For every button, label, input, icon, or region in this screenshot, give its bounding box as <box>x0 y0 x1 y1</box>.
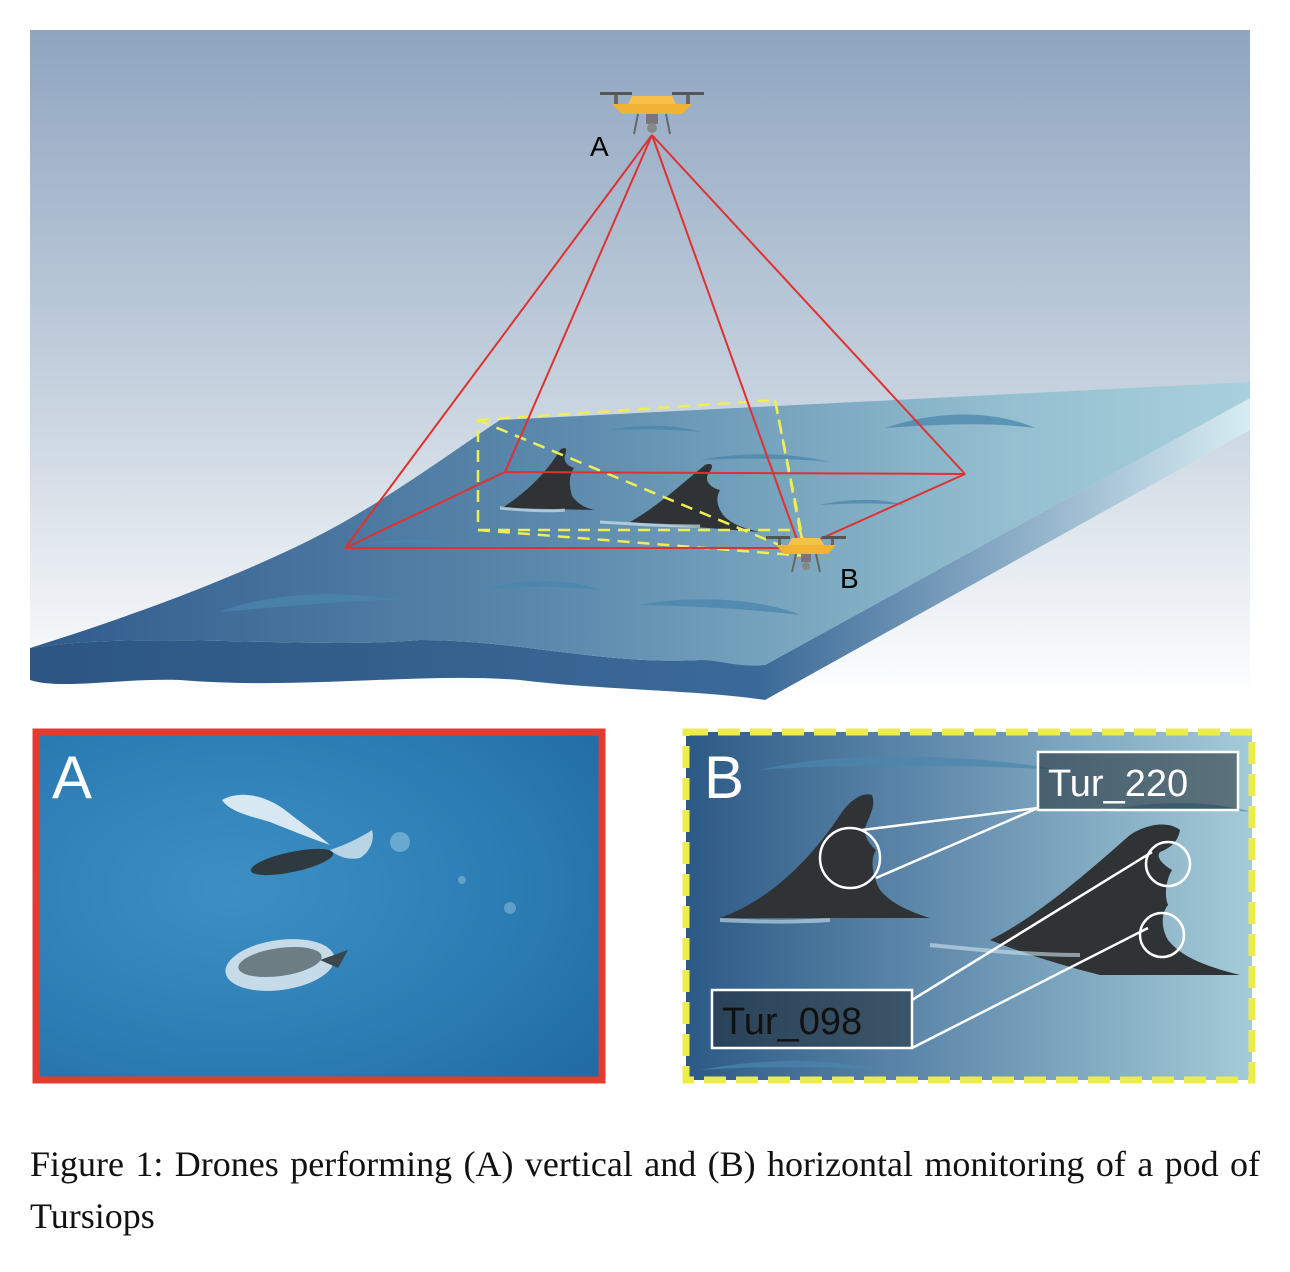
sea-slab-edge <box>30 398 1250 700</box>
panel-a: A <box>32 728 606 1084</box>
fin-tur-098 <box>990 824 1240 975</box>
notch-highlight-098-top <box>1144 840 1192 888</box>
drone-b-icon <box>766 536 846 573</box>
dorsal-fin-left <box>502 447 595 510</box>
fin-tur-220 <box>720 794 930 918</box>
drone-a-label: A <box>590 131 609 162</box>
panel-b-border <box>682 728 1256 1084</box>
tag-tur-220: Tur_220 <box>1048 763 1188 805</box>
figure-caption: Figure 1: Drones performing (A) vertical… <box>30 1144 1260 1236</box>
figure-illustration: A B A <box>30 30 1256 1084</box>
panel-b-label: B <box>704 744 744 811</box>
wave-streaks <box>220 414 1035 615</box>
tag-tur-098: Tur_098 <box>722 1001 862 1043</box>
notch-highlight-220 <box>818 826 882 890</box>
tag-box-tur-098 <box>710 988 914 1050</box>
panel-a-border <box>32 728 606 1084</box>
aerial-dolphins <box>222 794 516 991</box>
notch-highlight-098-bottom <box>1138 911 1186 959</box>
dorsal-fins-scene <box>499 447 760 532</box>
drone-b-label: B <box>840 563 859 594</box>
panel-b: Tur_220 Tur_098 B <box>682 728 1256 1084</box>
tag-box-tur-220 <box>1036 750 1240 812</box>
vertical-view-frustum <box>344 134 966 549</box>
dorsal-fin-right <box>630 464 760 532</box>
panel-a-label: A <box>52 744 92 811</box>
drone-a-icon <box>600 92 704 135</box>
